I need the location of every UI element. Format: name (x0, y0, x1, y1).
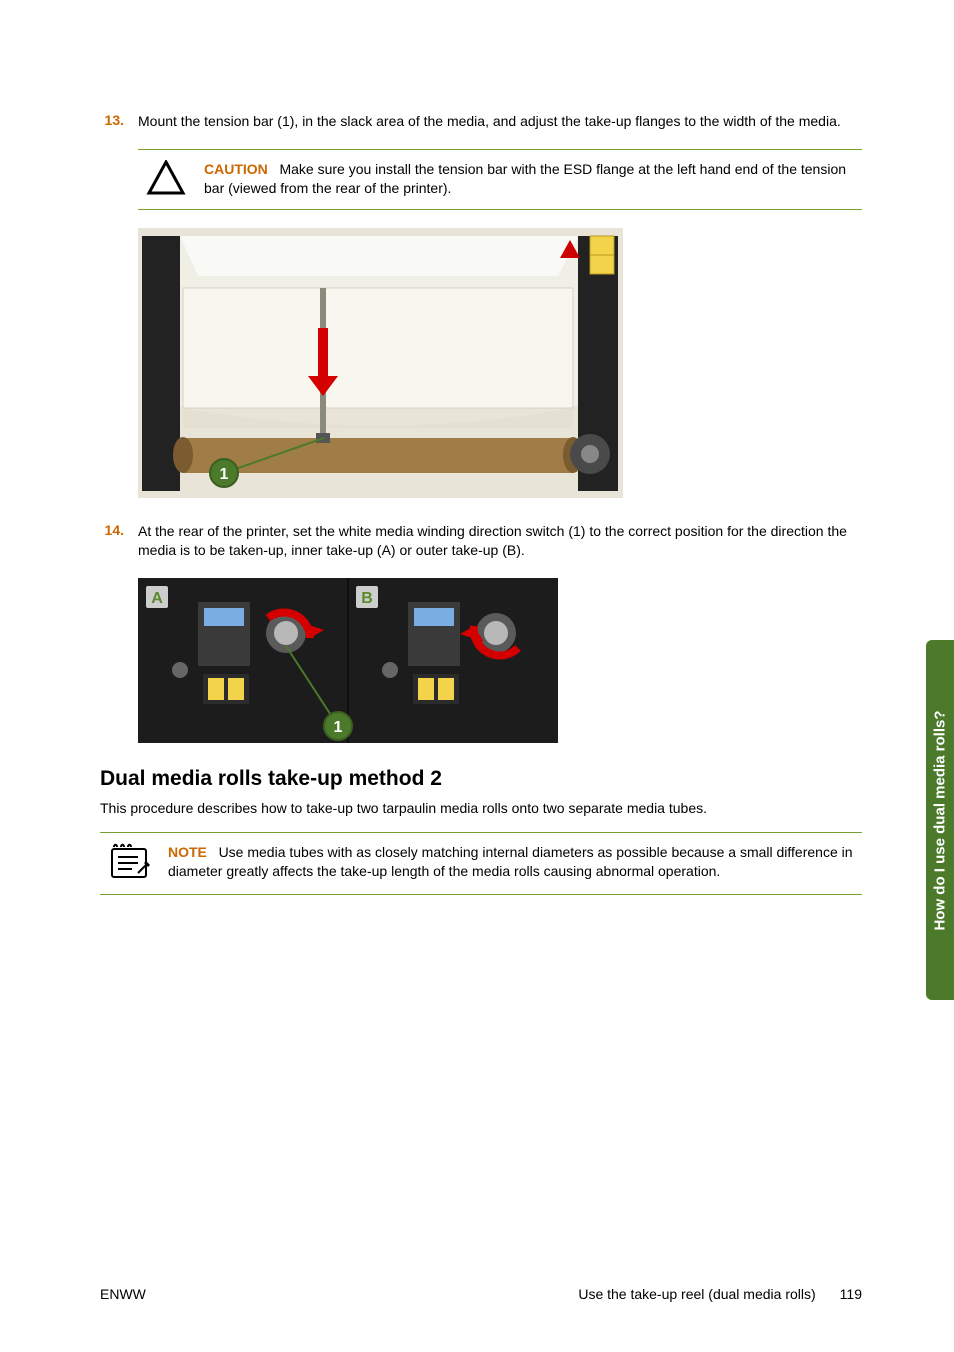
page: 13. Mount the tension bar (1), in the sl… (0, 0, 954, 963)
svg-text:1: 1 (220, 466, 229, 483)
note-label: NOTE (168, 844, 207, 860)
figure-tension-bar: 1 (138, 228, 862, 498)
note-body: NOTE Use media tubes with as closely mat… (168, 843, 854, 881)
svg-text:1: 1 (334, 719, 343, 736)
caution-text: Make sure you install the tension bar wi… (204, 161, 846, 196)
step-13: 13. Mount the tension bar (1), in the sl… (100, 112, 862, 131)
note-icon (108, 843, 150, 884)
footer-section-title: Use the take-up reel (dual media rolls) (578, 1286, 815, 1302)
section-heading: Dual media rolls take-up method 2 (100, 767, 862, 791)
note-text: Use media tubes with as closely matching… (168, 844, 853, 879)
step-13-text: Mount the tension bar (1), in the slack … (138, 112, 841, 131)
note-callout: NOTE Use media tubes with as closely mat… (100, 832, 862, 895)
figure-winding-switch: A B (138, 578, 862, 743)
section-description: This procedure describes how to take-up … (100, 799, 862, 819)
step-14-text: At the rear of the printer, set the whit… (138, 522, 862, 560)
step-14: 14. At the rear of the printer, set the … (100, 522, 862, 560)
caution-wrapper: CAUTION Make sure you install the tensio… (138, 149, 862, 210)
svg-text:B: B (361, 590, 373, 607)
step-13-number: 13. (100, 112, 124, 131)
chapter-tab: How do I use dual media rolls? (926, 640, 954, 1000)
caution-label: CAUTION (204, 161, 268, 177)
footer-left: ENWW (100, 1286, 146, 1302)
page-footer: ENWW Use the take-up reel (dual media ro… (100, 1286, 862, 1302)
step-14-number: 14. (100, 522, 124, 560)
chapter-tab-label: How do I use dual media rolls? (932, 710, 949, 930)
svg-text:A: A (151, 590, 163, 607)
footer-page-number: 119 (840, 1286, 862, 1302)
caution-callout: CAUTION Make sure you install the tensio… (138, 149, 862, 210)
caution-icon (146, 160, 186, 199)
caution-body: CAUTION Make sure you install the tensio… (204, 160, 854, 198)
